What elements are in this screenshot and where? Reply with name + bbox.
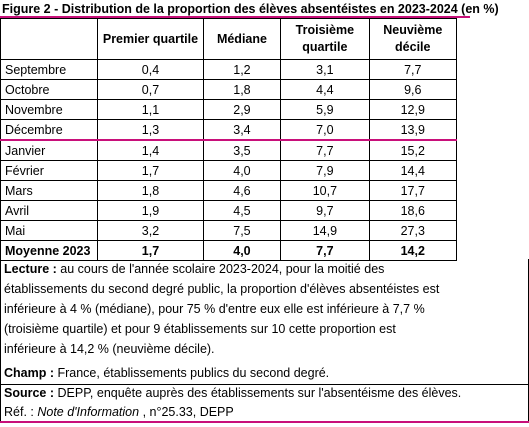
lecture-line: (troisième quartile) et pour 9 établisse… (4, 319, 396, 339)
column-header-line: Troisième (295, 23, 355, 37)
row-label: Avril (0, 200, 99, 221)
row-label: Décembre (0, 119, 99, 141)
value-cell: 13,9 (368, 119, 458, 141)
value-cell: 5,9 (280, 99, 370, 120)
column-header-line: Neuvième (383, 23, 443, 37)
source-text: DEPP, enquête auprès des établissements … (54, 386, 462, 400)
column-header: Premier quartile (97, 18, 204, 60)
ref-italic: Note d'Information (37, 405, 140, 419)
notes: Lecture : au cours de l'année scolaire 2… (0, 259, 529, 422)
row-label: Octobre (0, 79, 99, 100)
value-cell: 7,7 (280, 240, 370, 261)
value-cell: 1,8 (97, 180, 204, 201)
ref-prefix: Réf. : (4, 405, 38, 419)
source: Source : DEPP, enquête auprès des établi… (4, 383, 461, 403)
value-cell: 27,3 (368, 220, 458, 241)
champ: Champ : France, établissements publics d… (4, 363, 329, 383)
row-label: Novembre (0, 99, 99, 120)
table-row: Mars 1,8 4,6 10,7 17,7 (0, 180, 458, 201)
title: Figure 2 - Distribution de la proportion… (2, 2, 499, 16)
row-label: Moyenne 2023 (0, 240, 99, 261)
value-cell: 7,7 (280, 139, 370, 161)
value-cell: 1,3 (97, 119, 204, 141)
value-cell: 7,0 (280, 119, 370, 141)
lecture-label: Lecture : (4, 262, 57, 276)
value-cell: 3,2 (97, 220, 204, 241)
bottom-rule (0, 421, 529, 423)
corner-cell (0, 18, 99, 60)
source-label: Source : (4, 386, 55, 400)
lecture-line: Lecture : au cours de l'année scolaire 2… (4, 259, 384, 279)
value-cell: 3,4 (202, 119, 282, 141)
value-cell: 0,4 (97, 59, 204, 80)
column-header-line: décile (395, 40, 431, 54)
table: Premier quartile Médiane Troisième quartile… (0, 18, 458, 261)
champ-text: France, établissements publics du second… (54, 366, 330, 380)
row-label: Septembre (0, 59, 99, 80)
value-cell: 7,7 (368, 59, 458, 80)
value-cell: 1,7 (97, 160, 204, 181)
table-row: Février 1,7 4,0 7,9 14,4 (0, 160, 458, 181)
value-cell: 3,5 (202, 139, 282, 161)
value-cell: 1,9 (97, 200, 204, 221)
reference: Réf. : Note d'Information , n°25.33, DEP… (4, 402, 234, 422)
value-cell: 2,9 (202, 99, 282, 120)
row-label: Mai (0, 220, 99, 241)
lecture-line: établissements du second degré public, l… (4, 279, 439, 299)
header-row: Premier quartile Médiane Troisième quartile… (0, 18, 458, 60)
champ-label: Champ : (4, 366, 54, 380)
value-cell: 4,6 (202, 180, 282, 201)
lecture-text: inférieure à 14,2 % (neuvième décile). (4, 342, 215, 356)
lecture-line: inférieure à 4 % (médiane), pour 75 % d'… (4, 299, 425, 319)
value-cell: 7,5 (202, 220, 282, 241)
title-rule (0, 16, 470, 18)
lecture-text: inférieure à 4 % (médiane), pour 75 % d'… (4, 302, 425, 316)
value-cell: 12,9 (368, 99, 458, 120)
value-cell: 1,8 (202, 79, 282, 100)
table-row: Janvier 1,4 3,5 7,7 15,2 (0, 139, 458, 161)
value-cell: 18,6 (368, 200, 458, 221)
value-cell: 17,7 (368, 180, 458, 201)
column-header: Troisième quartile (280, 18, 370, 60)
value-cell: 4,5 (202, 200, 282, 221)
column-header: Médiane (202, 18, 282, 60)
lecture-text: au cours de l'année scolaire 2023-2024, … (56, 262, 385, 276)
value-cell: 1,2 (202, 59, 282, 80)
table-row: Mai 3,2 7,5 14,9 27,3 (0, 220, 458, 241)
row-label: Mars (0, 180, 99, 201)
value-cell: 4,0 (202, 240, 282, 261)
table-row: Septembre 0,4 1,2 3,1 7,7 (0, 59, 458, 80)
value-cell: 1,4 (97, 139, 204, 161)
separator (1, 384, 528, 385)
table-row: Novembre 1,1 2,9 5,9 12,9 (0, 99, 458, 120)
lecture-line: inférieure à 14,2 % (neuvième décile). (4, 339, 215, 359)
table-row: Octobre 0,7 1,8 4,4 9,6 (0, 79, 458, 100)
value-cell: 1,1 (97, 99, 204, 120)
lecture-text: (troisième quartile) et pour 9 établisse… (4, 322, 396, 336)
ref-suffix: , n°25.33, DEPP (139, 405, 234, 419)
value-cell: 7,9 (280, 160, 370, 181)
table-row: Avril 1,9 4,5 9,7 18,6 (0, 200, 458, 221)
value-cell: 4,0 (202, 160, 282, 181)
value-cell: 3,1 (280, 59, 370, 80)
row-label: Janvier (0, 139, 99, 161)
lecture-text: établissements du second degré public, l… (4, 282, 440, 296)
value-cell: 1,7 (97, 240, 204, 261)
value-cell: 14,9 (280, 220, 370, 241)
value-cell: 14,4 (368, 160, 458, 181)
value-cell: 0,7 (97, 79, 204, 100)
column-header: Neuvième décile (368, 18, 458, 60)
value-cell: 4,4 (280, 79, 370, 100)
value-cell: 15,2 (368, 139, 458, 161)
column-header-line: quartile (302, 40, 348, 54)
value-cell: 9,6 (368, 79, 458, 100)
table-row: Décembre 1,3 3,4 7,0 13,9 (0, 119, 458, 141)
value-cell: 9,7 (280, 200, 370, 221)
value-cell: 14,2 (368, 240, 458, 261)
row-label: Février (0, 160, 99, 181)
value-cell: 10,7 (280, 180, 370, 201)
table-row: Moyenne 2023 1,7 4,0 7,7 14,2 (0, 240, 458, 261)
